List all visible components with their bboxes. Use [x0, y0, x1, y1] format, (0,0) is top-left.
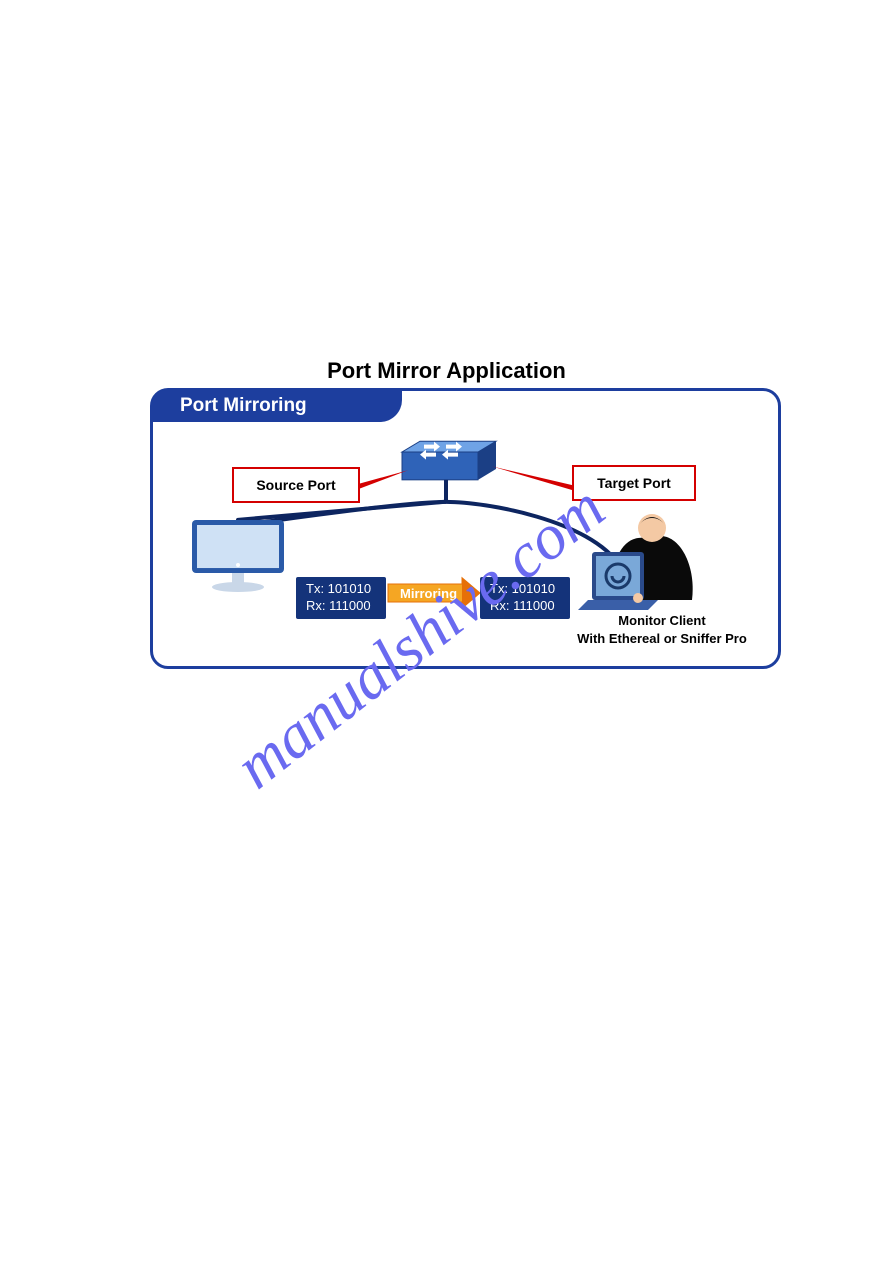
mirroring-label: Mirroring: [400, 586, 457, 601]
rx-value: Rx: 111000: [306, 598, 371, 615]
target-port-label: Target Port: [572, 465, 696, 501]
monitor-client-caption: Monitor Client With Ethereal or Sniffer …: [562, 612, 762, 647]
caption-line1: Monitor Client: [618, 613, 705, 628]
tx-value: Tx: 101010: [306, 581, 371, 598]
tx-value: Tx: 101010: [490, 581, 555, 598]
source-port-label: Source Port: [232, 467, 360, 503]
data-box-target: Tx: 101010 Rx: 111000: [480, 577, 570, 619]
data-box-source: Tx: 101010 Rx: 111000: [296, 577, 386, 619]
caption-line2: With Ethereal or Sniffer Pro: [577, 631, 747, 646]
rx-value: Rx: 111000: [490, 598, 555, 615]
panel-tab: Port Mirroring: [152, 390, 402, 422]
